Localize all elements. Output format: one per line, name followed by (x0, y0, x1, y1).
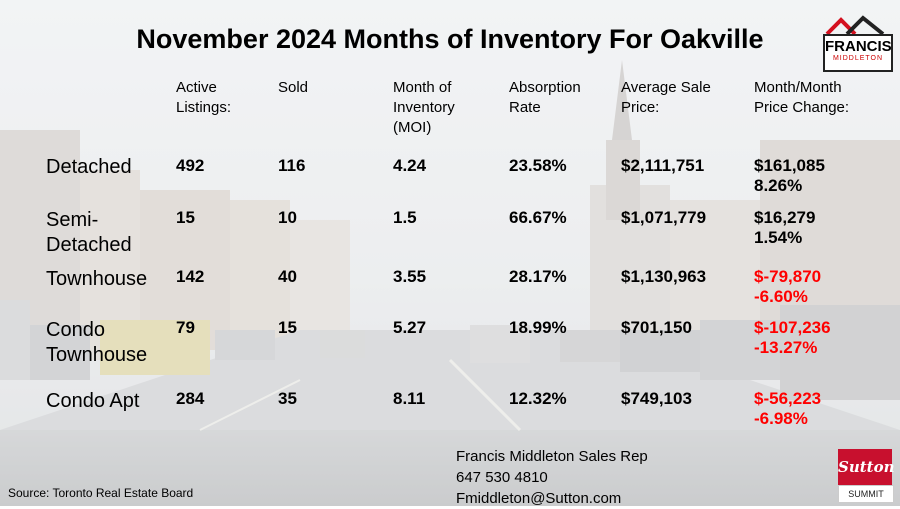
column-header-line: (MOI) (393, 119, 432, 136)
table-cell-avg-price: $1,130,963 (621, 267, 707, 286)
column-header-line: Inventory (393, 99, 455, 116)
table-cell-moi: 8.11 (393, 389, 426, 408)
table-cell-active: 284 (176, 389, 205, 408)
table-cell-avg-price: $1,071,779 (621, 208, 707, 227)
table-cell-moi: 4.24 (393, 156, 427, 175)
table-cell-sold: 15 (278, 318, 297, 337)
row-label-line: Detached (46, 234, 132, 256)
table-cell-active: 79 (176, 318, 195, 337)
price-change-amount: $161,085 (754, 156, 825, 175)
column-header: Active Listings: (176, 78, 231, 118)
column-header-line: Active (176, 79, 217, 96)
table-cell-absorption: 18.99% (509, 318, 567, 337)
table-cell-absorption: 66.67% (509, 208, 567, 227)
table-cell-active: 142 (176, 267, 205, 286)
row-label-line: Townhouse (46, 344, 148, 366)
row-label: Detached (46, 155, 132, 180)
column-header-line: Absorption (509, 79, 581, 96)
row-label: Townhouse (46, 267, 147, 292)
francis-middleton-logo: FRANCIS MIDDLETON (823, 14, 893, 72)
contact-block: Francis Middleton Sales Rep 647 530 4810… (456, 446, 648, 509)
column-header: Average Sale Price: (621, 78, 711, 118)
column-header-line: Month/Month (754, 79, 842, 96)
sutton-brand-sub: SUMMIT (838, 485, 894, 503)
column-header-line: Listings: (176, 99, 232, 116)
row-label-line: Condo Apt (46, 390, 140, 412)
price-change-amount: $16,279 (754, 208, 816, 227)
table-cell-avg-price: $749,103 (621, 389, 692, 408)
sutton-brand-name: Sutton (838, 449, 895, 485)
sutton-logo: Sutton SUMMIT (838, 449, 895, 503)
table-cell-active: 492 (176, 156, 205, 175)
price-change-percent: -6.98% (754, 409, 808, 428)
source-note: Source: Toronto Real Estate Board (8, 486, 194, 500)
table-cell-moi: 1.5 (393, 208, 417, 227)
column-header-line: Sold (278, 79, 309, 96)
table-cell-absorption: 28.17% (509, 267, 567, 286)
column-header-line: Rate (509, 99, 541, 116)
logo-subtitle: MIDDLETON (832, 55, 884, 62)
column-header: Month of Inventory (MOI) (393, 78, 455, 138)
row-label-line: Condo (46, 319, 105, 341)
row-label-line: Townhouse (46, 268, 148, 290)
page-title: November 2024 Months of Inventory For Oa… (136, 24, 764, 54)
price-change-percent: -6.60% (754, 287, 808, 306)
contact-phone: 647 530 4810 (456, 469, 548, 486)
table-cell-sold: 40 (278, 267, 297, 286)
row-label: Semi- Detached (46, 208, 132, 258)
price-change-percent: 8.26% (754, 176, 803, 195)
table-cell-price-change: $161,085 8.26% (754, 156, 825, 196)
column-header-line: Price Change: (754, 99, 850, 116)
column-header: Month/Month Price Change: (754, 78, 849, 118)
row-label-line: Semi- (46, 209, 99, 231)
price-change-percent: -13.27% (754, 338, 818, 357)
table-cell-price-change: $-79,870 -6.60% (754, 267, 821, 307)
table-cell-moi: 5.27 (393, 318, 427, 337)
contact-name: Francis Middleton Sales Rep (456, 448, 648, 465)
row-label: Condo Townhouse (46, 318, 147, 368)
table-cell-sold: 116 (278, 156, 306, 175)
column-header: Absorption Rate (509, 78, 581, 118)
table-cell-moi: 3.55 (393, 267, 427, 286)
table-cell-sold: 35 (278, 389, 297, 408)
roof-icon (825, 15, 885, 36)
column-header-line: Average Sale (621, 79, 711, 96)
column-header-line: Month of (393, 79, 452, 96)
table-cell-absorption: 23.58% (509, 156, 567, 175)
contact-email: Fmiddleton@Sutton.com (456, 490, 622, 507)
table-cell-price-change: $16,279 1.54% (754, 208, 815, 248)
row-label: Condo Apt (46, 389, 139, 414)
table-cell-price-change: $-107,236 -13.27% (754, 318, 831, 358)
column-header: Sold (278, 78, 308, 98)
table-cell-active: 15 (176, 208, 195, 227)
table-cell-sold: 10 (278, 208, 297, 227)
logo-name: FRANCIS (825, 38, 892, 55)
table-cell-avg-price: $701,150 (621, 318, 692, 337)
price-change-amount: $-107,236 (754, 318, 831, 337)
price-change-amount: $-79,870 (754, 267, 822, 286)
table-cell-avg-price: $2,111,751 (621, 156, 705, 175)
price-change-percent: 1.54% (754, 228, 803, 247)
table-cell-absorption: 12.32% (509, 389, 567, 408)
column-header-line: Price: (621, 99, 660, 116)
row-label-line: Detached (46, 156, 132, 178)
table-cell-price-change: $-56,223 -6.98% (754, 389, 821, 429)
price-change-amount: $-56,223 (754, 389, 822, 408)
